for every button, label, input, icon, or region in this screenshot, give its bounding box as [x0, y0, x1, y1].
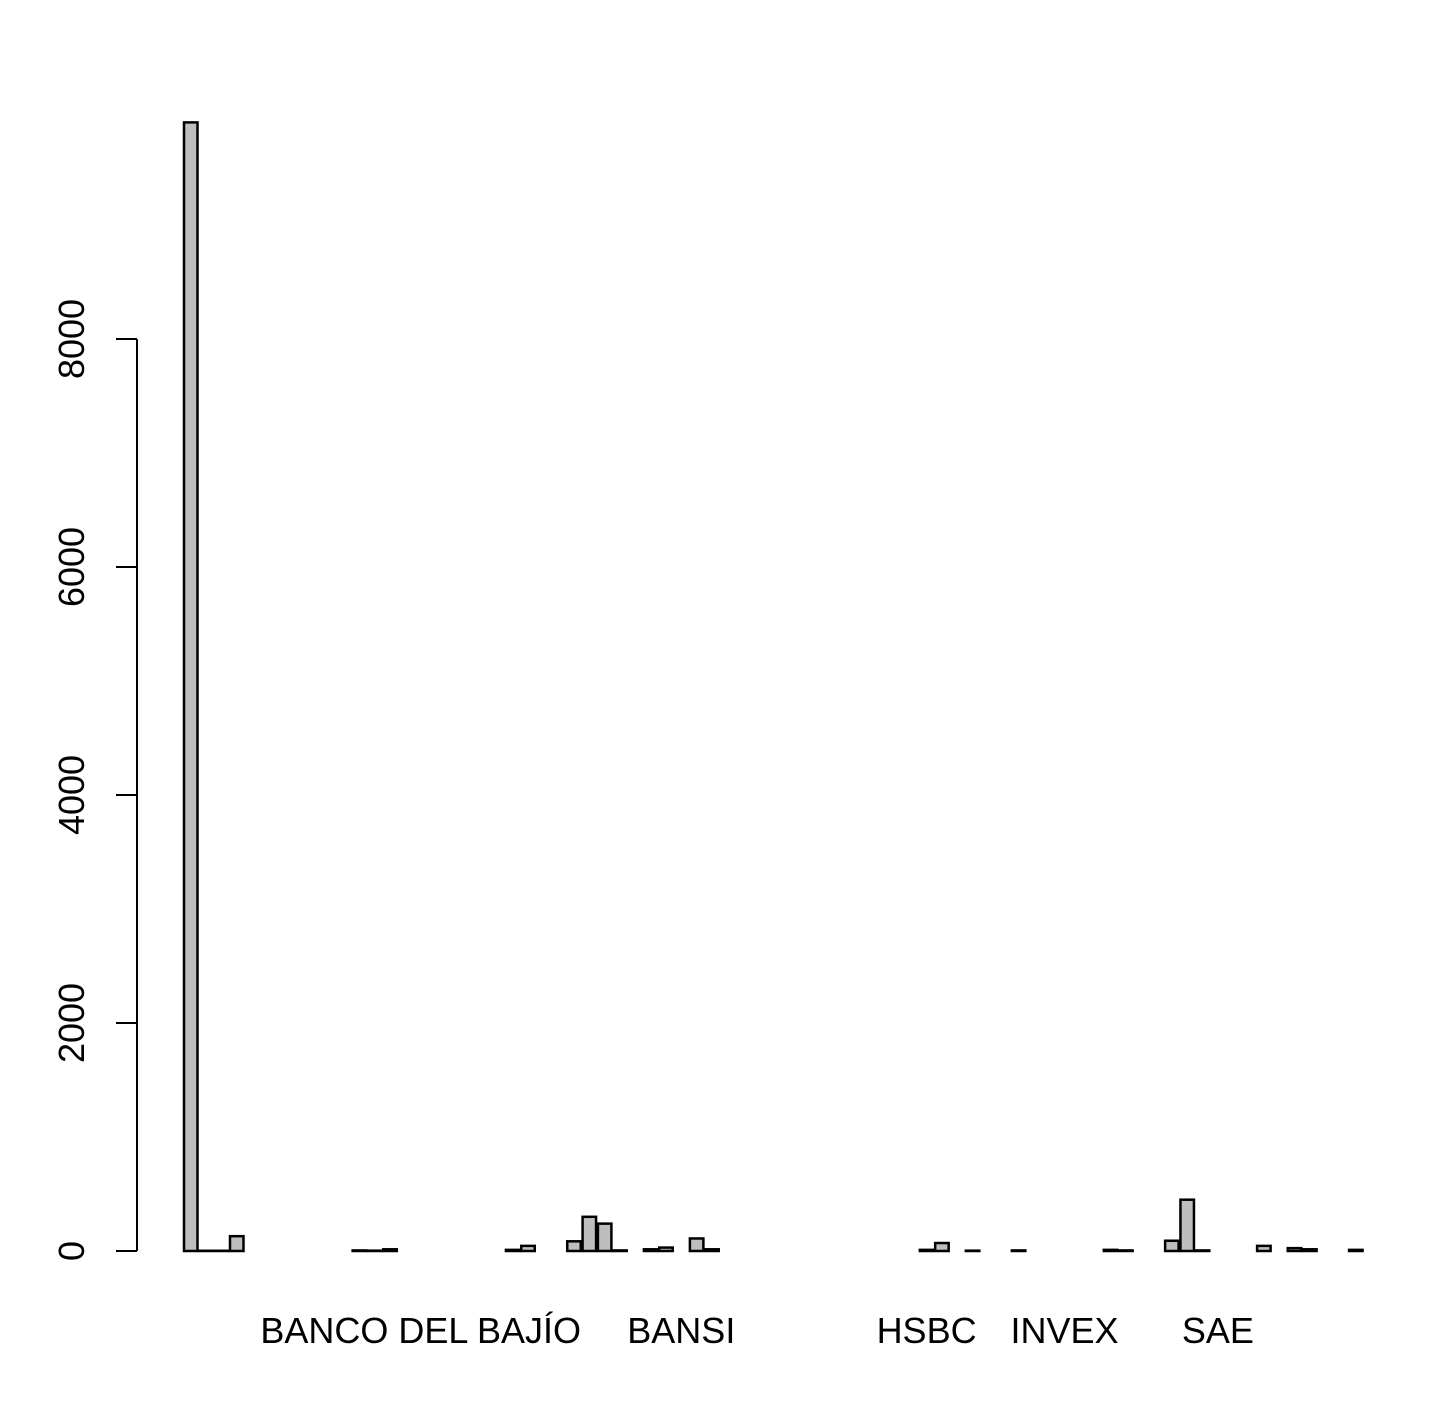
x-category-label: SAE [1182, 1310, 1254, 1351]
bar [642, 1248, 659, 1253]
bar [611, 1249, 628, 1253]
bar [933, 1241, 950, 1253]
y-tick-label: 4000 [51, 755, 92, 835]
bar [1286, 1246, 1303, 1253]
bar [596, 1222, 613, 1253]
bar [351, 1249, 368, 1253]
bar [1102, 1248, 1119, 1253]
bar [1301, 1248, 1318, 1253]
y-tick-label: 2000 [51, 983, 92, 1063]
bar [581, 1215, 598, 1253]
bar [382, 1248, 399, 1253]
bar [1179, 1198, 1196, 1253]
x-category-label: BANCO DEL BAJÍO [260, 1310, 581, 1351]
x-category-label: HSBC [877, 1310, 977, 1351]
bars [182, 121, 1364, 1253]
y-tick-label: 6000 [51, 527, 92, 607]
bar [566, 1240, 582, 1253]
bar [1010, 1249, 1027, 1253]
x-category-label: BANSI [627, 1310, 735, 1351]
bar [657, 1246, 674, 1253]
bar [1117, 1249, 1134, 1253]
y-axis: 0 2000 4000 6000 8000 [51, 299, 138, 1261]
bar [1347, 1248, 1364, 1253]
bar [504, 1248, 521, 1253]
bar [182, 121, 199, 1253]
y-tick-label: 0 [51, 1241, 92, 1261]
x-axis-labels: BANCO DEL BAJÍO BANSI HSBC INVEX SAE [260, 1310, 1254, 1351]
y-tick-label: 8000 [51, 299, 92, 379]
bar [1163, 1239, 1180, 1253]
x-category-label: INVEX [1011, 1310, 1119, 1351]
bar [520, 1244, 537, 1253]
bar [703, 1248, 720, 1253]
bar [1194, 1249, 1211, 1253]
bar [1255, 1244, 1272, 1253]
bar [688, 1237, 705, 1253]
bar [228, 1234, 245, 1253]
bar [918, 1248, 935, 1253]
